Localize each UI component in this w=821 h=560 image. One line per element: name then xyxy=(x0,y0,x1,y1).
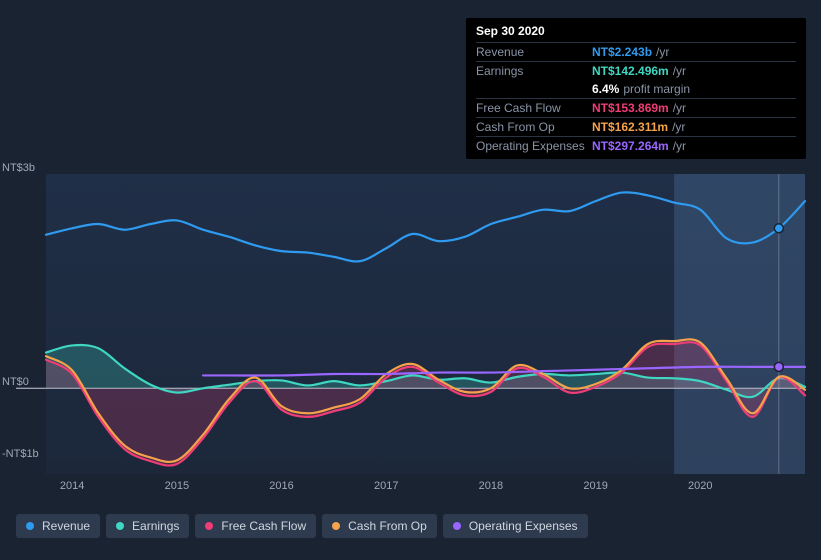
tooltip-row: Free Cash FlowNT$153.869m/yr xyxy=(476,98,796,117)
tooltip-value: 6.4%profit margin xyxy=(592,82,690,96)
x-axis-labels: 2014 2015 2016 2017 2018 2019 2020 xyxy=(16,480,805,496)
legend-label: Free Cash Flow xyxy=(221,519,306,533)
legend-item[interactable]: Revenue xyxy=(16,514,100,538)
x-axis-label: 2015 xyxy=(165,480,189,492)
tooltip-value: NT$297.264m/yr xyxy=(592,139,686,153)
x-axis-label: 2014 xyxy=(60,480,84,492)
legend-label: Cash From Op xyxy=(348,519,427,533)
x-axis-label: 2016 xyxy=(269,480,293,492)
tooltip-label: Earnings xyxy=(476,64,592,78)
tooltip-panel: Sep 30 2020 RevenueNT$2.243b/yrEarningsN… xyxy=(466,18,806,159)
legend-item[interactable]: Cash From Op xyxy=(322,514,437,538)
tooltip-row: Cash From OpNT$162.311m/yr xyxy=(476,117,796,136)
tooltip-label xyxy=(476,82,592,96)
x-axis-label: 2018 xyxy=(479,480,503,492)
legend-dot-icon xyxy=(26,522,34,530)
legend-item[interactable]: Free Cash Flow xyxy=(195,514,316,538)
tooltip-value: NT$162.311m/yr xyxy=(592,120,685,134)
legend-dot-icon xyxy=(116,522,124,530)
legend-label: Earnings xyxy=(132,519,179,533)
tooltip-value: NT$142.496m/yr xyxy=(592,64,686,78)
tooltip-label: Free Cash Flow xyxy=(476,101,592,115)
y-axis-label: NT$0 xyxy=(2,376,48,388)
tooltip-row: EarningsNT$142.496m/yr xyxy=(476,61,796,80)
legend-item[interactable]: Earnings xyxy=(106,514,189,538)
legend-label: Revenue xyxy=(42,519,90,533)
highlight-band xyxy=(674,174,805,474)
cursor-marker xyxy=(774,362,783,371)
tooltip-label: Operating Expenses xyxy=(476,139,592,153)
x-axis-label: 2019 xyxy=(583,480,607,492)
legend: Revenue Earnings Free Cash Flow Cash From O… xyxy=(16,514,588,538)
legend-item[interactable]: Operating Expenses xyxy=(443,514,588,538)
y-axis-label: NT$3b xyxy=(2,162,48,174)
x-axis-label: 2020 xyxy=(688,480,712,492)
chart-area[interactable]: NT$3bNT$0-NT$1b xyxy=(16,174,805,474)
y-axis-label: -NT$1b xyxy=(2,448,48,460)
legend-dot-icon xyxy=(332,522,340,530)
tooltip-value: NT$2.243b/yr xyxy=(592,45,669,59)
chart-svg xyxy=(46,174,805,474)
tooltip-row: Operating ExpensesNT$297.264m/yr xyxy=(476,136,796,155)
legend-label: Operating Expenses xyxy=(469,519,578,533)
tooltip-label: Cash From Op xyxy=(476,120,592,134)
tooltip-label: Revenue xyxy=(476,45,592,59)
tooltip-row: RevenueNT$2.243b/yr xyxy=(476,42,796,61)
cursor-marker xyxy=(774,224,783,233)
legend-dot-icon xyxy=(205,522,213,530)
legend-dot-icon xyxy=(453,522,461,530)
tooltip-date: Sep 30 2020 xyxy=(476,24,796,42)
tooltip-value: NT$153.869m/yr xyxy=(592,101,686,115)
x-axis-label: 2017 xyxy=(374,480,398,492)
tooltip-row: 6.4%profit margin xyxy=(476,80,796,98)
